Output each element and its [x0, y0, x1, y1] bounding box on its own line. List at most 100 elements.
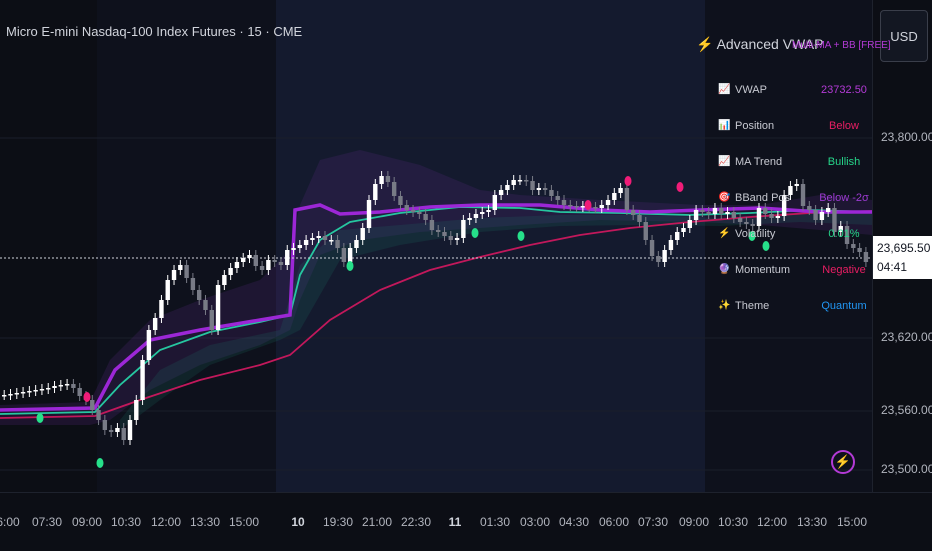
- candle: [96, 410, 101, 420]
- time-label: 15:00: [836, 515, 868, 529]
- indicator-row: 📈 VWAP 23732.50: [718, 82, 868, 102]
- price-chart[interactable]: [0, 0, 872, 492]
- indicator-row-label: Position: [735, 120, 775, 132]
- time-label: 13:30: [189, 515, 221, 529]
- time-axis[interactable]: [0, 492, 932, 551]
- candle: [102, 420, 108, 430]
- candle: [851, 244, 856, 248]
- indicator-row-value: 23732.50: [821, 84, 867, 96]
- candle: [706, 212, 711, 214]
- candle: [756, 208, 762, 226]
- candle: [844, 226, 850, 244]
- candle: [744, 222, 749, 224]
- candle: [178, 265, 183, 270]
- candle: [467, 218, 472, 220]
- bar-countdown: 04:41: [877, 260, 908, 274]
- candle: [448, 236, 453, 240]
- indicator-subtitle: Multi-MA + BB [FREE]: [792, 40, 891, 51]
- candle: [825, 208, 831, 212]
- sell-signal-dot: [584, 200, 592, 210]
- candle: [134, 400, 139, 420]
- time-label: 10:30: [110, 515, 142, 529]
- chart-up-icon: 📈: [718, 84, 731, 95]
- candle: [203, 300, 208, 310]
- candle: [662, 250, 667, 262]
- candle: [322, 236, 328, 240]
- candle: [568, 205, 573, 207]
- time-label: 09:00: [678, 515, 710, 529]
- indicator-row-value: Below: [829, 120, 859, 132]
- candle: [524, 180, 529, 182]
- candle: [643, 222, 648, 240]
- time-label: 12:00: [150, 515, 182, 529]
- time-label: 04:30: [558, 515, 590, 529]
- time-label: 6:00: [0, 515, 20, 529]
- candle: [505, 185, 510, 190]
- currency-button[interactable]: USD: [880, 10, 928, 62]
- time-label: 13:30: [796, 515, 828, 529]
- price-label: 23,800.00: [881, 130, 932, 144]
- candle: [58, 385, 64, 387]
- candle: [234, 262, 240, 268]
- candle: [303, 240, 309, 245]
- candle: [649, 240, 655, 256]
- candle: [656, 256, 661, 262]
- candle: [259, 266, 265, 270]
- time-label: 19:30: [322, 515, 354, 529]
- indicator-row-value: Below -2σ: [819, 192, 869, 204]
- candle: [285, 250, 290, 265]
- lightning-logo-icon[interactable]: ⚡: [831, 450, 855, 474]
- candle: [775, 216, 781, 218]
- candle: [266, 260, 271, 270]
- price-label: 23,500.00: [881, 462, 932, 476]
- candle: [492, 195, 498, 210]
- candle: [719, 208, 724, 214]
- candle: [781, 195, 787, 216]
- indicator-row: 🎯 BBand Pos Below -2σ: [718, 190, 869, 210]
- time-label: 09:00: [71, 515, 103, 529]
- candle: [542, 188, 548, 190]
- candle: [473, 214, 479, 218]
- candle: [341, 248, 347, 262]
- buy-signal-dot: [471, 228, 479, 238]
- indicator-row: 📈 MA Trend Bullish: [718, 154, 868, 174]
- candle: [549, 190, 554, 196]
- candle: [77, 388, 82, 396]
- candle: [373, 184, 378, 200]
- trend-icon: 📈: [718, 156, 731, 167]
- time-label: 07:30: [31, 515, 63, 529]
- buy-signal-dot: [517, 231, 525, 241]
- candle: [184, 265, 189, 278]
- crystal-ball-icon: 🔮: [718, 264, 731, 275]
- candle: [763, 208, 768, 214]
- candle: [700, 210, 705, 212]
- candle: [737, 218, 743, 222]
- buy-signal-dot: [36, 413, 44, 423]
- candle: [498, 190, 504, 195]
- candle: [33, 390, 38, 392]
- time-label: 21:00: [361, 515, 393, 529]
- candle: [14, 393, 19, 395]
- candle: [511, 180, 516, 185]
- candle: [152, 318, 158, 330]
- bar-chart-icon: 📊: [718, 120, 731, 131]
- candle: [675, 232, 680, 240]
- candle: [693, 210, 699, 220]
- indicator-title: ⚡ Advanced VWAP: [696, 36, 823, 53]
- candle: [253, 255, 258, 266]
- candle: [385, 176, 391, 182]
- candle: [486, 210, 491, 212]
- candle: [171, 270, 177, 280]
- candle: [536, 188, 542, 190]
- candle: [404, 205, 409, 210]
- candle: [461, 220, 466, 238]
- candle: [190, 278, 196, 290]
- indicator-row: ⚡ Volatility 0.01%: [718, 226, 868, 246]
- candle: [196, 290, 202, 300]
- indicator-row-label: VWAP: [735, 84, 767, 96]
- candle: [127, 420, 133, 440]
- candle: [561, 200, 567, 205]
- candle: [725, 212, 730, 214]
- signals-group: [36, 176, 770, 468]
- candle: [517, 180, 523, 182]
